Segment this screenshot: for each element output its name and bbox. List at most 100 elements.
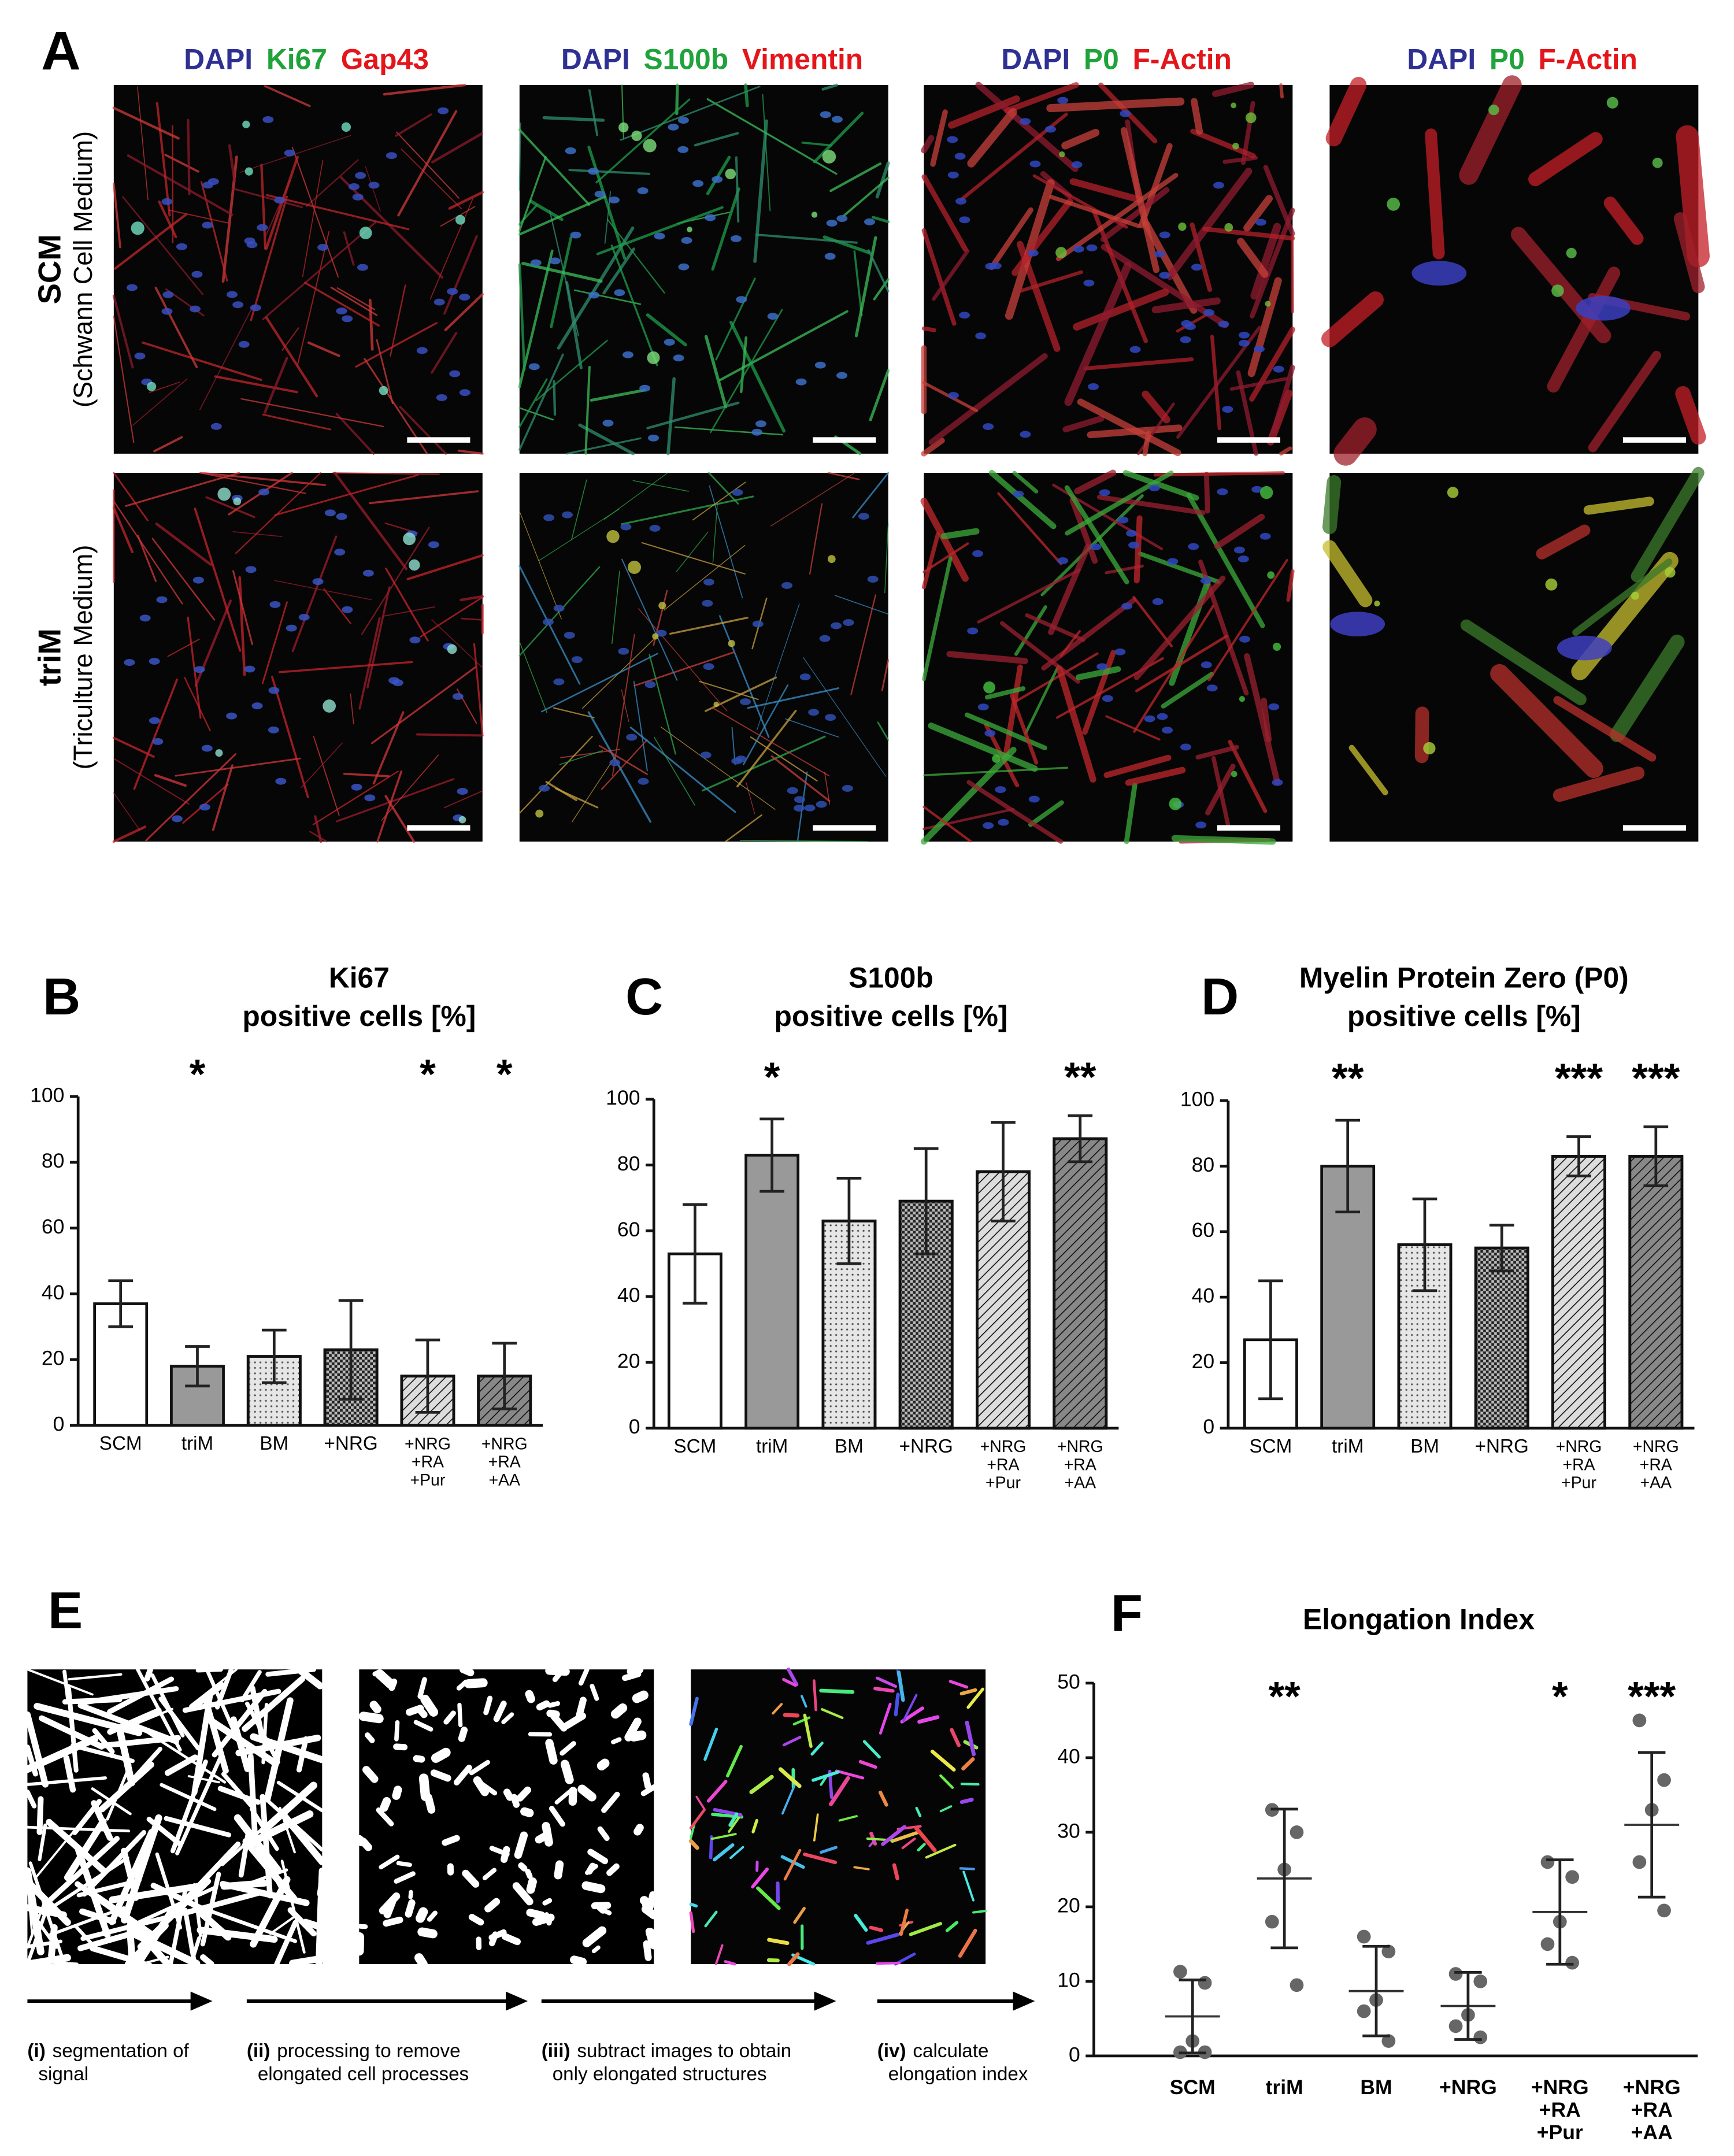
segmented-structure	[706, 1780, 728, 1803]
text-line: +Pur	[410, 1470, 445, 1489]
segmented-structure	[890, 1830, 921, 1843]
segmented-structure	[703, 1727, 718, 1761]
nucleus	[955, 198, 967, 205]
nucleus	[836, 215, 848, 222]
segmented-structure	[265, 1666, 316, 1677]
x-tick-label: +NRG +RA +AA	[1623, 2076, 1681, 2144]
segmented-structure	[442, 1835, 460, 1846]
nucleus	[317, 244, 329, 251]
segmented-structure	[394, 1720, 400, 1742]
segmented-structure	[82, 1686, 179, 1705]
cell-process	[264, 85, 311, 108]
segmented-structure	[820, 1846, 838, 1854]
cell-process	[873, 278, 890, 301]
micrograph	[112, 471, 484, 843]
marker-signal	[341, 122, 351, 132]
segmented-structure	[545, 1739, 558, 1765]
cell-process	[419, 596, 484, 638]
nucleus	[336, 308, 347, 315]
nucleus	[618, 647, 629, 655]
step-text: (iii) subtract images to obtain	[542, 2040, 791, 2062]
error-bar	[991, 1121, 1016, 1223]
chart-title: Ki67	[329, 962, 390, 994]
text-line: +NRG	[405, 1435, 451, 1453]
marker-signal	[983, 681, 995, 694]
cell-process	[1208, 558, 1288, 681]
cell-process	[932, 249, 970, 301]
cell-process	[753, 119, 768, 263]
cell-process	[358, 617, 381, 710]
marker-signal	[458, 816, 466, 824]
nucleus	[570, 231, 581, 239]
cell-process	[881, 659, 890, 691]
nucleus	[1102, 695, 1113, 702]
cell-process	[1321, 291, 1384, 347]
y-tick-label: 40	[1057, 1744, 1080, 1768]
marker-signal	[1231, 770, 1237, 777]
x-tick-label: +NRG +RA +Pur	[1531, 2076, 1589, 2144]
cell-process	[1210, 335, 1222, 431]
nucleus	[1152, 598, 1164, 605]
cell-process	[621, 689, 629, 722]
cell-process	[385, 568, 429, 642]
text-line: +NRG	[1633, 1438, 1679, 1456]
nucleus	[740, 698, 751, 705]
cell-process	[1124, 782, 1138, 844]
text-line: +NRG	[1531, 2076, 1589, 2099]
micrograph-background	[1329, 85, 1699, 454]
marker-signal	[242, 120, 250, 128]
segmented-structure	[192, 1905, 232, 1941]
cell-process	[381, 754, 439, 821]
cell-process	[843, 176, 890, 217]
nucleus	[1028, 795, 1040, 803]
cell-process	[725, 814, 762, 843]
error-bar	[108, 1279, 134, 1328]
cell-process	[664, 544, 746, 611]
cell-process	[155, 102, 171, 217]
nucleus	[1126, 529, 1137, 537]
segmented-structure	[279, 1810, 326, 1866]
marker-signal	[1665, 567, 1676, 578]
cell-process	[355, 322, 438, 368]
marker-signal	[1423, 742, 1436, 755]
nucleus	[947, 171, 959, 179]
segmented-structure	[392, 1785, 402, 1800]
segmented-structure	[418, 1773, 431, 1801]
cell-process	[199, 305, 254, 410]
micrograph-background	[113, 85, 483, 454]
marker-signal	[1169, 797, 1182, 810]
cell-process	[746, 782, 755, 814]
nucleus	[362, 569, 374, 577]
cell-process	[587, 146, 627, 260]
cell-process	[305, 159, 359, 208]
segmented-structure	[414, 1953, 428, 1969]
cell-process	[343, 231, 355, 266]
segmented-structure	[965, 1720, 976, 1757]
segmented-structure	[728, 1816, 740, 1833]
segmented-structure	[464, 1678, 488, 1688]
cell-process	[603, 472, 668, 520]
micrograph-background	[519, 85, 888, 454]
y-tick-label: 0	[1203, 1415, 1214, 1438]
segmented-structure	[782, 1736, 802, 1747]
significance: **	[1064, 1054, 1096, 1100]
nucleus	[677, 117, 689, 124]
cell-process	[194, 507, 242, 652]
segmented-structure	[726, 1744, 743, 1778]
segmented-structure	[945, 1921, 959, 1932]
cell-process	[370, 666, 477, 744]
nucleus	[539, 784, 550, 792]
cell-process	[366, 586, 391, 689]
nucleus	[298, 613, 310, 621]
row-subtitle: (Triculture Medium)	[68, 545, 98, 770]
segmented-structure	[587, 1848, 609, 1865]
segmented-structure	[575, 1696, 587, 1722]
marker-signal	[1374, 600, 1380, 607]
segmented-structure	[972, 1909, 987, 1914]
segmented-structure	[695, 1795, 706, 1811]
step-text: (i) segmentation of	[27, 2040, 189, 2062]
segmented-structure	[443, 1710, 456, 1725]
cell-process	[1003, 664, 1023, 757]
nucleus	[1330, 612, 1385, 637]
cell-process	[302, 160, 324, 277]
